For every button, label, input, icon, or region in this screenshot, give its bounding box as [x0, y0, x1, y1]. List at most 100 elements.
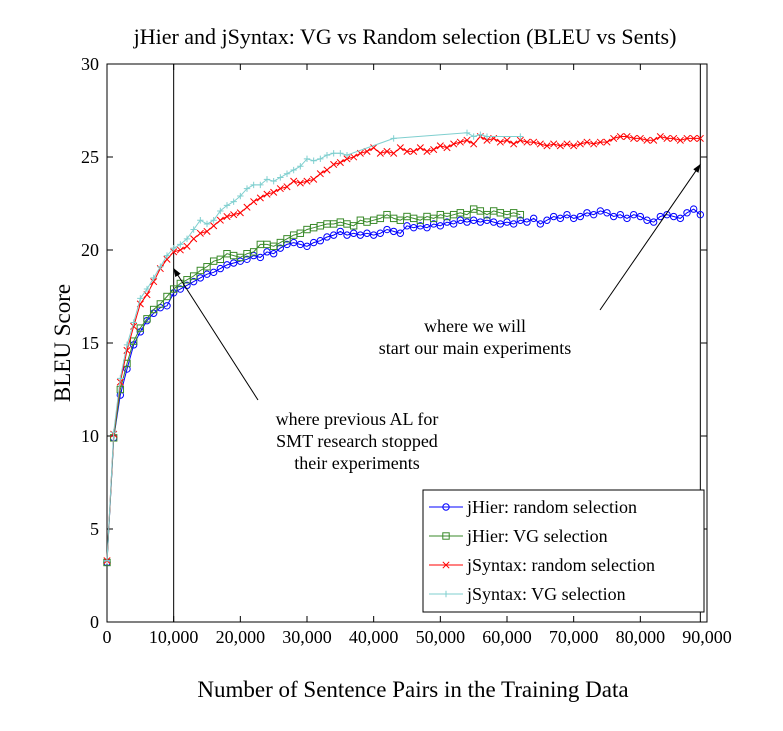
data-point — [223, 202, 231, 209]
data-point — [263, 190, 271, 198]
data-point — [117, 375, 124, 382]
annotation-text: their experiments — [294, 453, 419, 473]
data-point — [250, 198, 258, 206]
data-point — [656, 212, 665, 221]
data-point — [289, 238, 298, 247]
data-point — [303, 155, 311, 163]
data-point — [123, 365, 131, 373]
series-line — [106, 208, 701, 563]
data-point — [650, 136, 658, 144]
data-point — [296, 179, 304, 187]
data-point — [603, 209, 611, 217]
data-point — [156, 300, 165, 308]
data-point — [163, 252, 171, 259]
data-point — [643, 136, 651, 144]
data-point — [543, 216, 551, 224]
data-point — [236, 209, 244, 217]
data-point — [323, 151, 331, 159]
data-point — [297, 163, 304, 170]
data-point — [149, 305, 158, 314]
data-point — [556, 142, 564, 150]
data-point — [236, 253, 245, 262]
legend-marker — [442, 561, 450, 569]
data-point — [383, 147, 391, 155]
data-point — [163, 255, 171, 263]
legend-label: jHier: random selection — [466, 497, 637, 517]
data-point — [116, 385, 125, 394]
data-point — [150, 274, 157, 282]
data-point — [616, 210, 625, 219]
data-point — [503, 136, 511, 144]
data-point — [143, 285, 151, 293]
data-point — [123, 346, 131, 354]
data-point — [317, 155, 324, 163]
data-point — [663, 210, 671, 219]
data-point — [337, 150, 344, 157]
series-3 — [103, 129, 524, 564]
data-point — [483, 133, 491, 140]
data-point — [430, 146, 438, 154]
data-point — [496, 138, 504, 146]
data-point — [449, 220, 458, 228]
y-tick-label: 10 — [81, 426, 99, 446]
data-point — [177, 241, 184, 248]
data-point — [130, 319, 137, 326]
data-point — [390, 149, 398, 157]
data-point — [536, 220, 545, 228]
data-point — [570, 142, 578, 150]
data-point — [409, 223, 418, 232]
data-point — [123, 341, 131, 349]
annotation-arrow — [599, 163, 701, 311]
data-point — [403, 222, 411, 230]
data-point — [596, 207, 605, 215]
data-point — [669, 212, 678, 221]
data-point — [343, 151, 351, 159]
data-point — [536, 140, 544, 148]
data-point — [543, 142, 551, 150]
legend-item: jHier: random selection — [429, 497, 637, 517]
data-point — [157, 263, 164, 270]
data-point — [390, 135, 397, 142]
x-tick-label: 70,000 — [549, 627, 599, 647]
data-point — [456, 138, 464, 146]
data-point — [170, 244, 177, 252]
data-point — [569, 214, 578, 223]
data-point — [436, 142, 444, 150]
data-point — [229, 259, 238, 267]
data-point — [169, 285, 178, 293]
data-point — [403, 147, 411, 155]
data-point — [610, 134, 618, 142]
data-point — [349, 229, 358, 237]
legend-marker — [442, 503, 450, 511]
legend-item: jSyntax: VG selection — [429, 584, 626, 604]
data-point — [196, 229, 204, 237]
data-point — [129, 337, 138, 345]
data-point — [376, 149, 384, 157]
legend-marker — [442, 590, 450, 598]
data-point — [263, 248, 271, 256]
data-point — [263, 176, 271, 183]
data-point — [469, 216, 478, 224]
data-point — [383, 210, 391, 219]
data-point — [223, 261, 231, 269]
data-point — [137, 295, 144, 302]
data-point — [343, 155, 351, 163]
data-point — [416, 216, 425, 224]
series-1 — [103, 205, 525, 567]
data-point — [429, 214, 438, 223]
data-point — [483, 136, 491, 144]
data-point — [256, 253, 265, 262]
data-point — [416, 222, 425, 230]
data-point — [550, 140, 558, 148]
data-point — [183, 276, 191, 284]
data-point — [190, 235, 198, 243]
data-point — [176, 246, 184, 254]
data-point — [316, 237, 325, 245]
data-point — [416, 144, 424, 152]
data-point — [216, 255, 225, 264]
data-point — [689, 205, 698, 213]
data-point — [276, 185, 284, 193]
data-point — [623, 132, 631, 141]
